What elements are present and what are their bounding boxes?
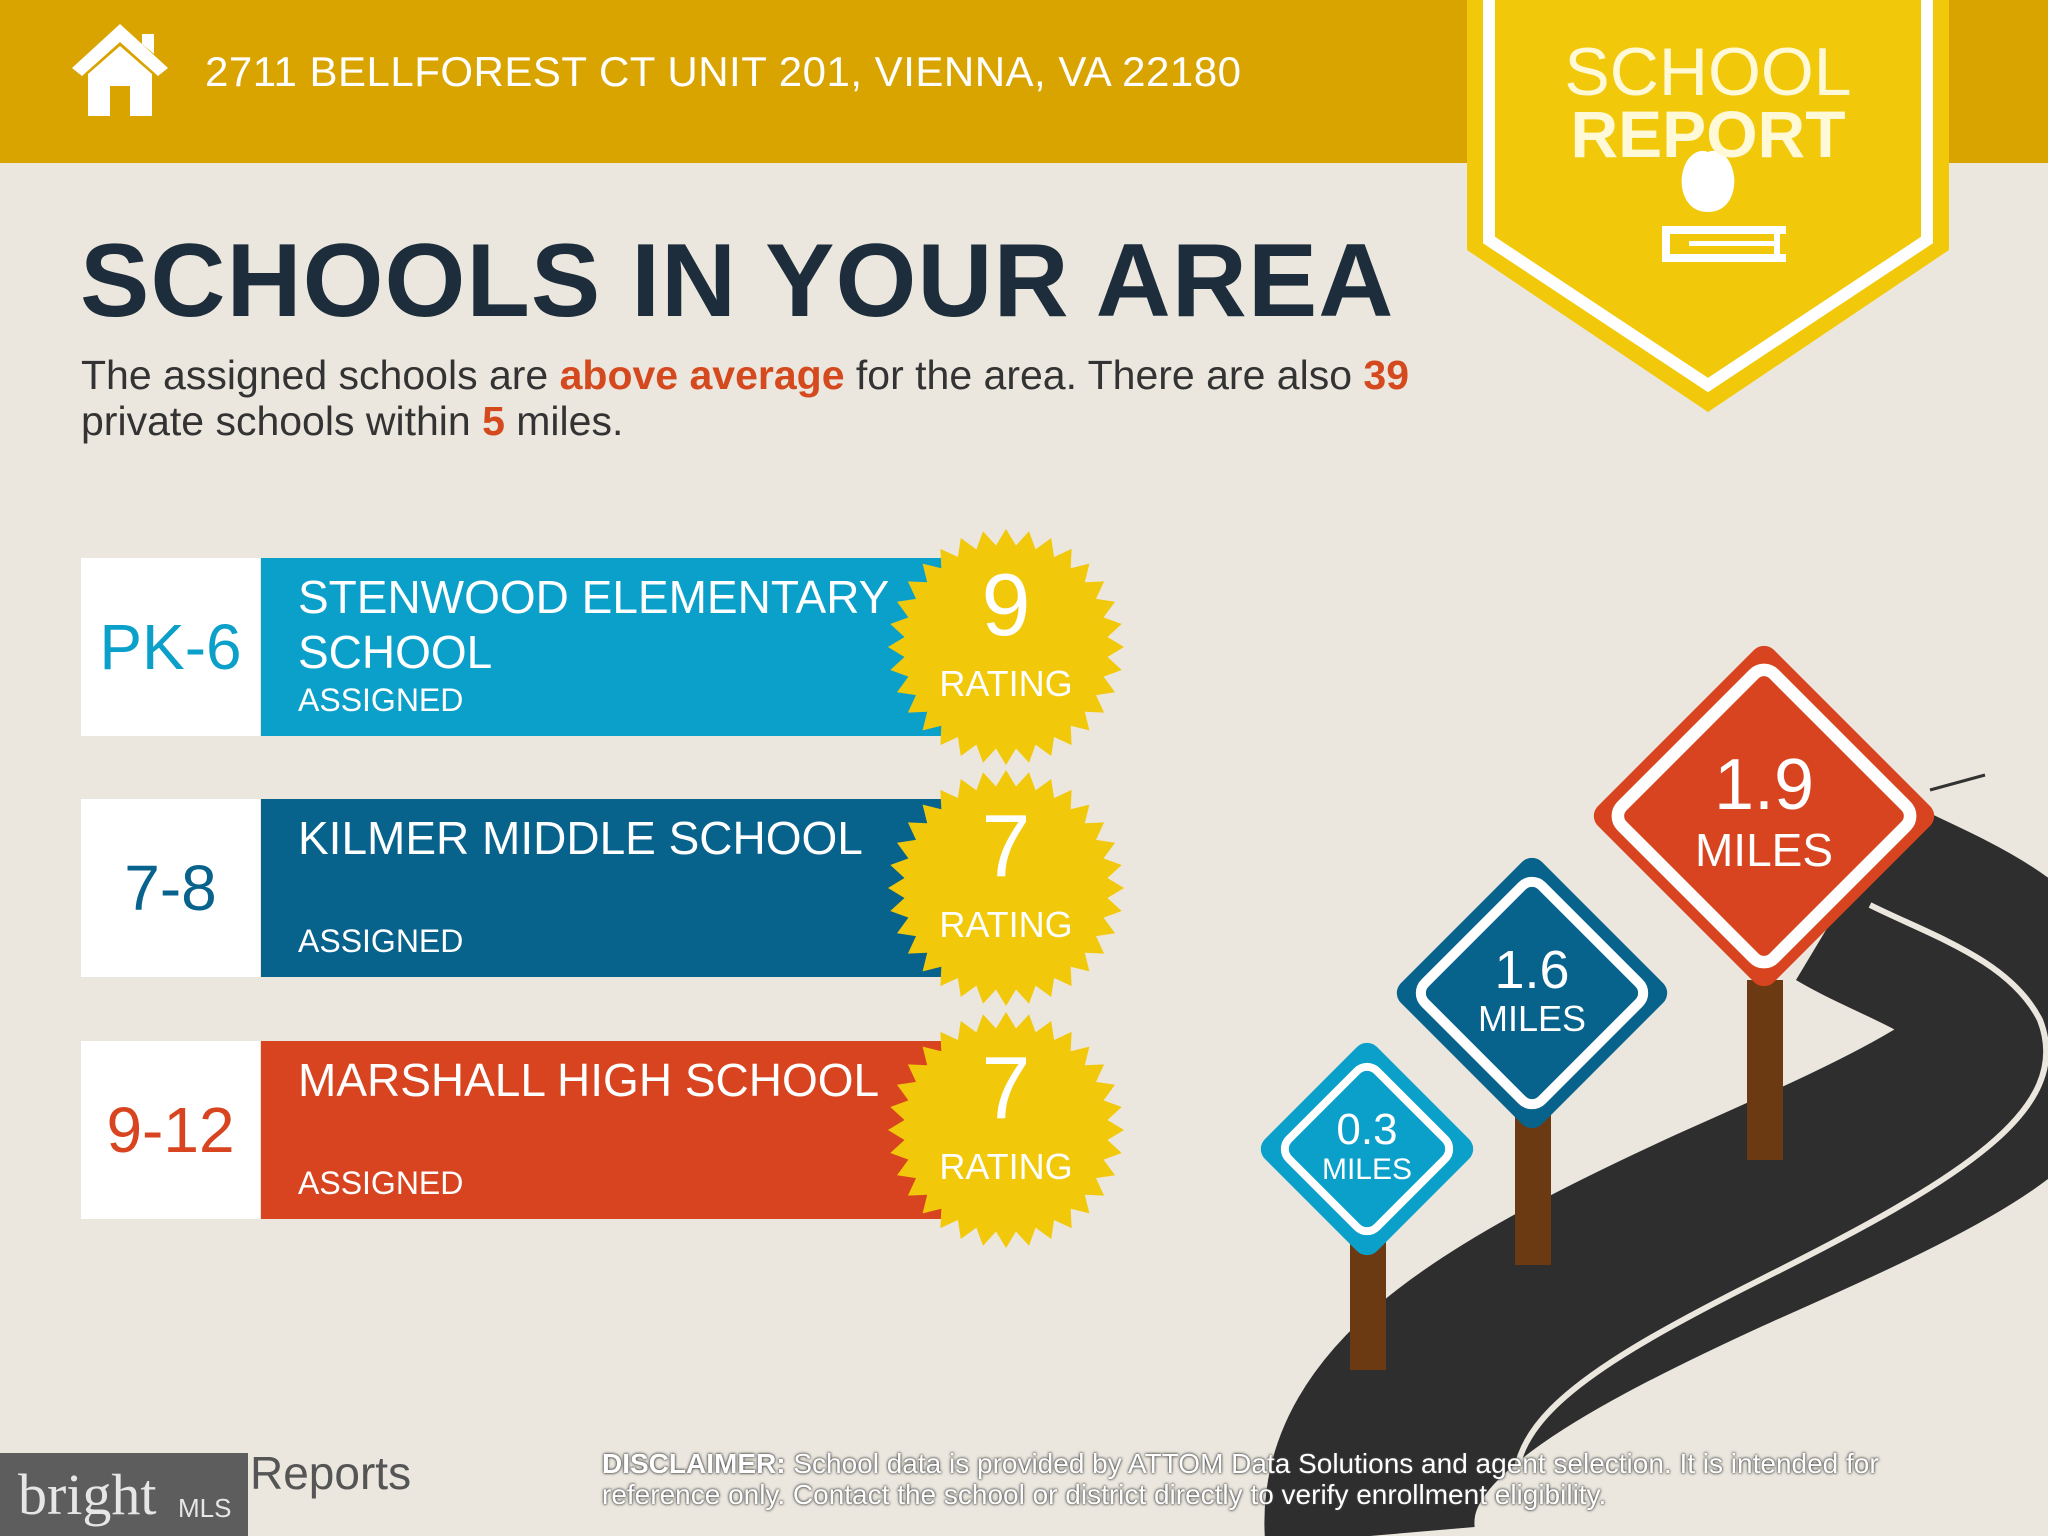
reports-brand: Reports	[250, 1447, 412, 1499]
school-name: STENWOOD ELEMENTARY SCHOOL	[298, 571, 889, 678]
radius-miles: 5	[482, 398, 505, 444]
apple-on-book-icon	[1662, 150, 1786, 262]
rating-label: RATING	[939, 904, 1073, 945]
rating-seal: 9 RATING	[886, 527, 1126, 767]
grade-range: 9-12	[81, 1041, 260, 1219]
road-center-line	[1512, 902, 2048, 1536]
rating-label: RATING	[939, 1146, 1073, 1187]
distance-sign	[1260, 1042, 1474, 1256]
school-bar	[261, 799, 951, 977]
school-bar	[261, 558, 951, 736]
grade-range: 7-8	[81, 799, 260, 977]
rating-value: 7	[981, 1038, 1031, 1137]
distance-value: 1.6	[1494, 939, 1570, 1000]
school-report-badge	[1467, 0, 1949, 412]
rating-value: 7	[981, 796, 1031, 895]
assignment-status: ASSIGNED	[298, 923, 464, 959]
bright-mls-logo: bright MLS	[0, 1453, 248, 1536]
starburst-icon	[888, 1012, 1124, 1248]
school-row: 9-12 MARSHALL HIGH SCHOOL ASSIGNED 7 RAT…	[81, 1012, 1124, 1248]
private-school-count: 39	[1363, 352, 1409, 398]
badge-title-line1: SCHOOL	[1564, 34, 1852, 110]
school-name: MARSHALL HIGH SCHOOL	[298, 1054, 880, 1106]
rating-seal: 7 RATING	[886, 1010, 1126, 1250]
grade-range: PK-6	[81, 558, 260, 736]
badge-title-line2: REPORT	[1570, 97, 1846, 171]
house-icon	[72, 24, 168, 116]
distance-unit: MILES	[1694, 824, 1834, 877]
distance-label: 1.6 MILES	[1382, 939, 1682, 1041]
rating-value: 9	[981, 555, 1031, 654]
rating-seal: 7 RATING	[886, 768, 1126, 1008]
distance-sign	[1593, 645, 1935, 987]
rating-label: RATING	[939, 663, 1073, 704]
summary-text: The assigned schools are above average f…	[81, 352, 1409, 444]
distance-label: 1.9 MILES	[1614, 744, 1914, 878]
distance-unit: MILES	[1477, 998, 1587, 1040]
distance-sign	[1396, 857, 1668, 1129]
rating-highlight: above average	[559, 352, 845, 398]
assignment-status: ASSIGNED	[298, 682, 464, 718]
school-bar	[261, 1041, 951, 1219]
property-address: 2711 BELLFOREST CT UNIT 201, VIENNA, VA …	[205, 48, 1242, 95]
disclaimer: DISCLAIMER: School data is provided by A…	[602, 1448, 1879, 1510]
sign-border	[1415, 876, 1649, 1110]
sign-post	[1515, 1110, 1551, 1265]
school-row: 7-8 KILMER MIDDLE SCHOOL ASSIGNED 7 RATI…	[81, 770, 1124, 1006]
school-name: KILMER MIDDLE SCHOOL	[298, 812, 863, 864]
distance-value: 1.9	[1713, 744, 1815, 825]
starburst-icon	[888, 529, 1124, 765]
distance-value: 0.3	[1336, 1105, 1398, 1155]
starburst-icon	[888, 770, 1124, 1006]
distance-label: 0.3 MILES	[1217, 1105, 1517, 1187]
distance-unit: MILES	[1321, 1153, 1413, 1187]
sign-border	[1611, 663, 1917, 969]
page-title: SCHOOLS IN YOUR AREA	[80, 223, 1395, 339]
school-row: PK-6 STENWOOD ELEMENTARY SCHOOL ASSIGNED…	[81, 529, 1124, 765]
assignment-status: ASSIGNED	[298, 1165, 464, 1201]
sign-post	[1747, 980, 1783, 1160]
sign-border	[1280, 1062, 1454, 1236]
